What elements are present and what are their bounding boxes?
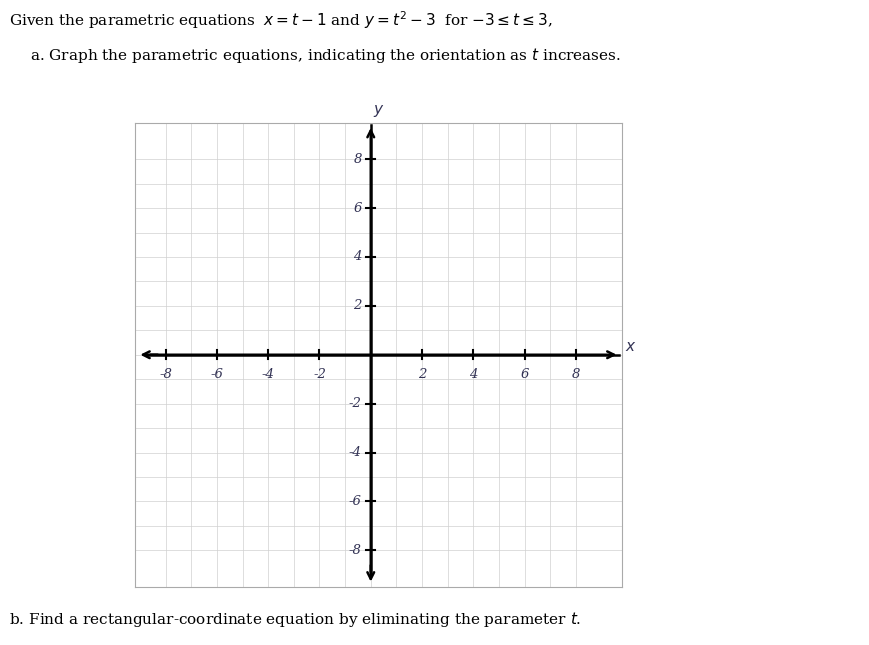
Text: -2: -2 bbox=[348, 397, 362, 410]
Text: 6: 6 bbox=[520, 368, 528, 381]
Text: -4: -4 bbox=[262, 368, 275, 381]
Text: -8: -8 bbox=[348, 544, 362, 557]
Text: a. Graph the parametric equations, indicating the orientation as $t$ increases.: a. Graph the parametric equations, indic… bbox=[30, 46, 620, 65]
Text: 8: 8 bbox=[353, 153, 362, 166]
Text: b. Find a rectangular-coordinate equation by eliminating the parameter $t$.: b. Find a rectangular-coordinate equatio… bbox=[9, 610, 580, 628]
Text: 8: 8 bbox=[571, 368, 580, 381]
Text: 2: 2 bbox=[417, 368, 426, 381]
Text: 4: 4 bbox=[353, 250, 362, 263]
Text: 2: 2 bbox=[353, 299, 362, 312]
Text: -6: -6 bbox=[210, 368, 223, 381]
Text: 6: 6 bbox=[353, 202, 362, 215]
Text: Given the parametric equations  $x = t - 1$ and $y = t^2 - 3$  for $-3 \leq t \l: Given the parametric equations $x = t - … bbox=[9, 10, 552, 32]
Text: -4: -4 bbox=[348, 446, 362, 459]
Text: $x$: $x$ bbox=[624, 341, 635, 354]
Text: -6: -6 bbox=[348, 495, 362, 508]
Text: 4: 4 bbox=[468, 368, 477, 381]
Text: $y$: $y$ bbox=[372, 103, 384, 119]
Text: -8: -8 bbox=[159, 368, 172, 381]
Text: -2: -2 bbox=[313, 368, 326, 381]
